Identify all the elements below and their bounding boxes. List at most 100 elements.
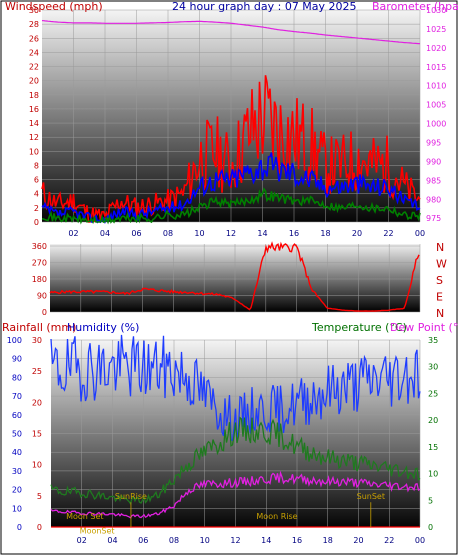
tick-label-barometer: 1030 (426, 6, 446, 15)
tick-label-humidity: 10 (12, 504, 22, 513)
tick-label-humidity: 80 (12, 373, 22, 382)
tick-label-hour: 20 (352, 229, 362, 238)
tick-label-humidity: 30 (12, 467, 22, 476)
tick-label-hour: 04 (100, 229, 110, 238)
tick-label-hour: 08 (169, 536, 179, 545)
tick-label-hour: 12 (230, 536, 240, 545)
tick-label-hour: 06 (131, 229, 141, 238)
tick-label-direction: 270 (32, 259, 47, 268)
tick-label-temperature: 10 (428, 470, 438, 479)
tick-label-barometer: 1000 (426, 120, 446, 129)
annotation-moon-rise: Moon Rise (256, 512, 297, 521)
tick-label-windspeed: 18 (29, 91, 39, 100)
tick-label-barometer: 1010 (426, 82, 446, 91)
tick-label-compass: E (436, 291, 443, 304)
tick-label-windspeed: 26 (29, 34, 39, 43)
tick-label-barometer: 995 (426, 139, 441, 148)
annotation-sunrise: SunRise (115, 492, 147, 501)
tick-label-windspeed: 6 (34, 176, 39, 185)
tick-label-windspeed: 24 (29, 48, 39, 57)
series-temperature (50, 416, 421, 506)
tick-label-windspeed: 2 (34, 204, 39, 213)
tick-label-barometer: 985 (426, 176, 441, 185)
chart-series (41, 20, 421, 528)
humidity-label: Humidity (%) (67, 321, 139, 334)
tick-label-hour: 20 (353, 536, 363, 545)
tick-label-temperature: 35 (428, 336, 438, 345)
series-wind-min (41, 187, 421, 225)
tick-label-humidity: 50 (12, 430, 22, 439)
tick-label-hour: 04 (107, 536, 117, 545)
tick-label-barometer: 975 (426, 214, 441, 223)
tick-label-direction: 360 (32, 242, 47, 251)
tick-label-humidity: 70 (12, 392, 22, 401)
series-wind-max (41, 75, 421, 223)
tick-label-humidity: 100 (7, 336, 22, 345)
tick-label-windspeed: 10 (29, 147, 39, 156)
tick-label-hour: 16 (292, 536, 302, 545)
tick-label-rainfall: 15 (32, 430, 42, 439)
tick-label-barometer: 1020 (426, 44, 446, 53)
tick-label-temperature: 25 (428, 389, 438, 398)
tick-label-windspeed: 8 (34, 161, 39, 170)
tick-label-windspeed: 14 (29, 119, 39, 128)
tick-label-hour: 14 (261, 536, 271, 545)
rainfall-label: Rainfall (mm) (2, 321, 76, 334)
tick-label-rainfall: 30 (32, 336, 42, 345)
tick-label-compass: S (436, 274, 443, 287)
tick-label-windspeed: 28 (29, 20, 39, 29)
tick-label-humidity: 90 (12, 355, 22, 364)
tick-label-hour: 06 (138, 536, 148, 545)
tick-label-rainfall: 5 (37, 492, 42, 501)
tick-label-rainfall: 10 (32, 461, 42, 470)
tick-label-hour: 10 (200, 536, 210, 545)
tick-label-hour: 16 (289, 229, 299, 238)
tick-label-hour: 12 (226, 229, 236, 238)
tick-label-humidity: 60 (12, 411, 22, 420)
tick-label-windspeed: 30 (29, 6, 39, 15)
tick-label-hour: 22 (383, 229, 393, 238)
windspeed-label: Windspeed (mph) (5, 0, 103, 13)
tick-label-barometer: 1015 (426, 63, 446, 72)
temperature-label: Temperature (°C) (311, 321, 407, 334)
tick-label-humidity: 20 (12, 486, 22, 495)
tick-label-temperature: 30 (428, 363, 438, 372)
tick-label-hour: 14 (257, 229, 267, 238)
tick-label-compass: N (436, 241, 444, 254)
tick-label-temperature: 5 (428, 496, 433, 505)
tick-label-windspeed: 20 (29, 77, 39, 86)
tick-label-hour: 22 (384, 536, 394, 545)
tick-label-compass: W (436, 258, 447, 271)
tick-label-hour: 02 (77, 536, 87, 545)
dewpoint-label: Dew Point (°C (390, 321, 458, 334)
annotation-moonset: MoonSet (80, 526, 115, 535)
tick-label-rainfall: 0 (37, 523, 42, 532)
barometer-label: Barometer (hpa) (372, 0, 458, 13)
tick-label-hour: 02 (68, 229, 78, 238)
tick-label-windspeed: 4 (34, 190, 39, 199)
tick-label-hour: 00 (415, 536, 425, 545)
tick-label-hour: 00 (415, 229, 425, 238)
series-dewpoint (50, 470, 421, 519)
tick-label-rainfall: 20 (32, 398, 42, 407)
tick-label-hour: 18 (323, 536, 333, 545)
annotation-moon-set: Moon Set (66, 512, 103, 521)
tick-label-compass: N (436, 307, 444, 320)
tick-label-hour: 18 (320, 229, 330, 238)
tick-label-barometer: 1005 (426, 101, 446, 110)
tick-label-direction: 0 (42, 308, 47, 317)
tick-label-direction: 180 (32, 275, 47, 284)
tick-label-hour: 08 (163, 229, 173, 238)
tick-label-humidity: 40 (12, 448, 22, 457)
tick-label-windspeed: 12 (29, 133, 39, 142)
chart-title: 24 hour graph day : 07 May 2025 (172, 0, 357, 13)
series-barometer (41, 20, 421, 45)
axis-ticks: 0246810121416182022242628309759809859909… (7, 6, 447, 545)
series-humidity (50, 334, 421, 442)
tick-label-barometer: 990 (426, 157, 441, 166)
tick-label-barometer: 1025 (426, 25, 446, 34)
annotation-sunset: SunSet (357, 492, 385, 501)
tick-label-direction: 90 (37, 292, 47, 301)
tick-label-windspeed: 22 (29, 63, 39, 72)
